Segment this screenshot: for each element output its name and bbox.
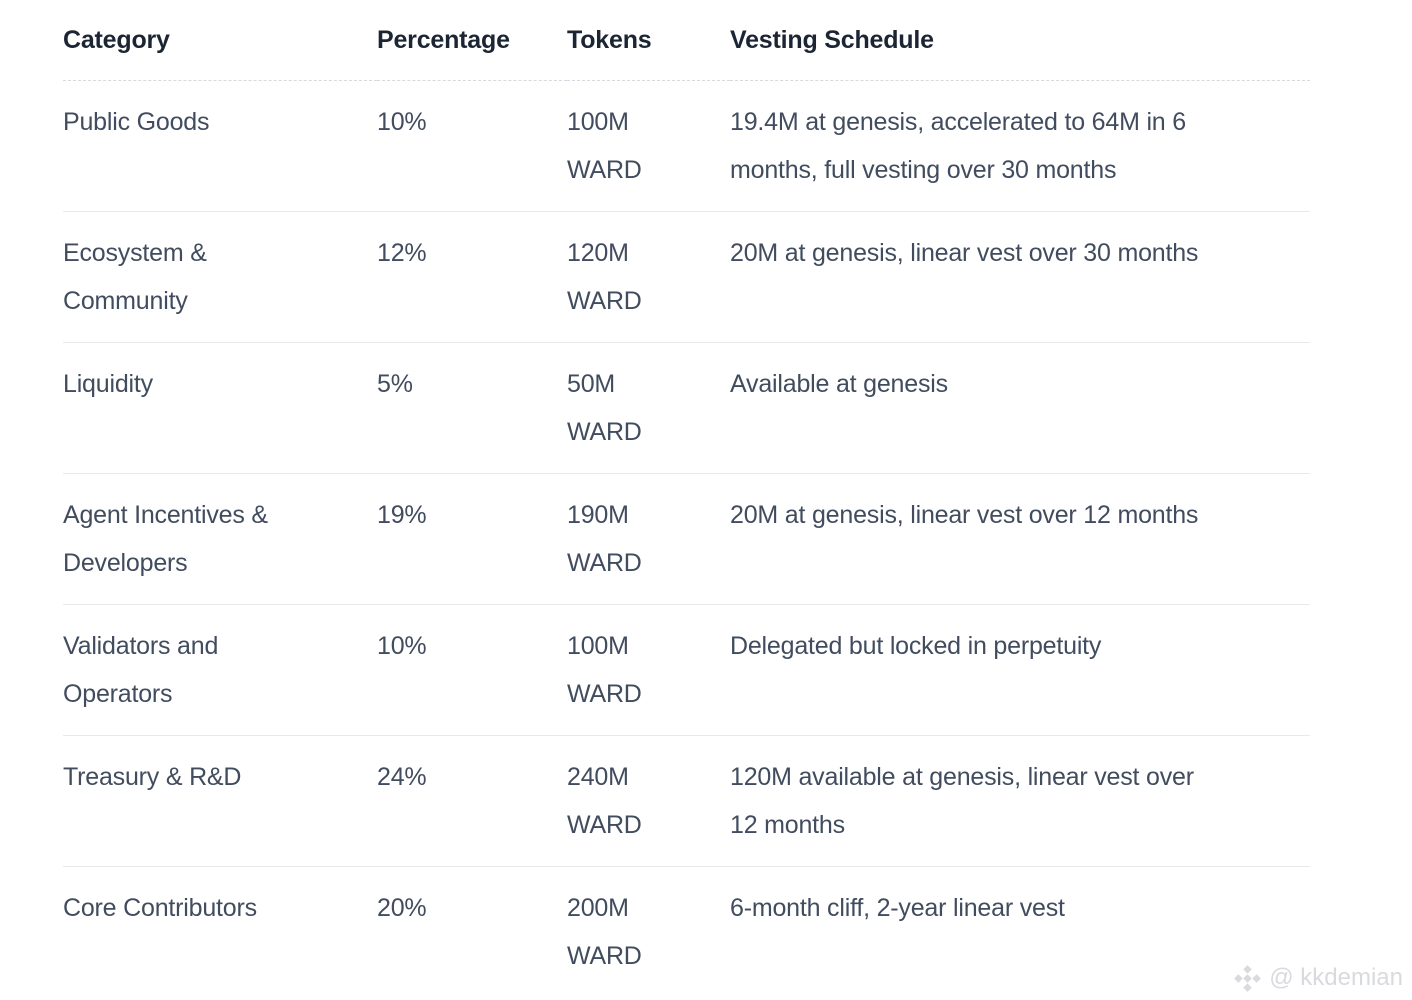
- cell-category: Ecosystem & Community: [63, 211, 377, 343]
- cell-percentage: 19%: [377, 473, 567, 605]
- cell-vesting: Delegated but locked in perpetuity: [730, 604, 1310, 736]
- cell-category: Treasury & R&D: [63, 735, 377, 867]
- cell-percentage: 5%: [377, 342, 567, 474]
- table-row: Liquidity 5% 50M WARD Available at genes…: [63, 342, 1310, 474]
- cell-percentage: 24%: [377, 735, 567, 867]
- column-header-percentage: Percentage: [377, 0, 567, 81]
- binance-logo-icon: [1234, 964, 1262, 992]
- cell-tokens: 100M WARD: [567, 604, 730, 736]
- cell-tokens: 240M WARD: [567, 735, 730, 867]
- cell-category: Validators and Operators: [63, 604, 377, 736]
- table-row: Public Goods 10% 100M WARD 19.4M at gene…: [63, 81, 1310, 212]
- cell-category: Public Goods: [63, 108, 210, 136]
- cell-tokens: 200M WARD: [567, 866, 730, 997]
- cell-percentage: 10%: [377, 108, 427, 136]
- cell-percentage: 12%: [377, 211, 567, 343]
- cell-category: Agent Incentives & Developers: [63, 473, 377, 605]
- table-row: Core Contributors 20% 200M WARD 6-month …: [63, 866, 1310, 997]
- header-row: Category Percentage Tokens Vesting Sched…: [63, 0, 1310, 81]
- table-header: Category Percentage Tokens Vesting Sched…: [63, 0, 1310, 81]
- watermark-handle: @ kkdemian: [1269, 964, 1403, 991]
- table-row: Ecosystem & Community 12% 120M WARD 20M …: [63, 211, 1310, 343]
- column-header-category: Category: [63, 0, 377, 81]
- table-row: Agent Incentives & Developers 19% 190M W…: [63, 473, 1310, 605]
- column-header-vesting-schedule: Vesting Schedule: [730, 0, 1310, 81]
- cell-category: Core Contributors: [63, 866, 377, 997]
- cell-vesting: 20M at genesis, linear vest over 12 mont…: [730, 473, 1310, 605]
- table-row: Treasury & R&D 24% 240M WARD 120M availa…: [63, 735, 1310, 867]
- cell-category: Liquidity: [63, 342, 377, 474]
- column-header-tokens: Tokens: [567, 0, 730, 81]
- token-allocation-table: Category Percentage Tokens Vesting Sched…: [63, 0, 1310, 997]
- cell-tokens: 120M WARD: [567, 211, 730, 343]
- cell-vesting: Available at genesis: [730, 342, 1310, 474]
- table-body: Public Goods 10% 100M WARD 19.4M at gene…: [63, 81, 1310, 997]
- cell-tokens: 190M WARD: [567, 473, 730, 605]
- cell-tokens: 100M WARD: [567, 108, 642, 184]
- cell-percentage: 10%: [377, 604, 567, 736]
- table-row: Validators and Operators 10% 100M WARD D…: [63, 604, 1310, 736]
- cell-vesting: 19.4M at genesis, accelerated to 64M in …: [730, 108, 1186, 184]
- cell-percentage: 20%: [377, 866, 567, 997]
- cell-tokens: 50M WARD: [567, 342, 730, 474]
- cell-vesting: 120M available at genesis, linear vest o…: [730, 735, 1310, 867]
- cell-vesting: 20M at genesis, linear vest over 30 mont…: [730, 211, 1310, 343]
- watermark: @ kkdemian: [1232, 962, 1403, 994]
- cell-vesting: 6-month cliff, 2-year linear vest: [730, 866, 1310, 997]
